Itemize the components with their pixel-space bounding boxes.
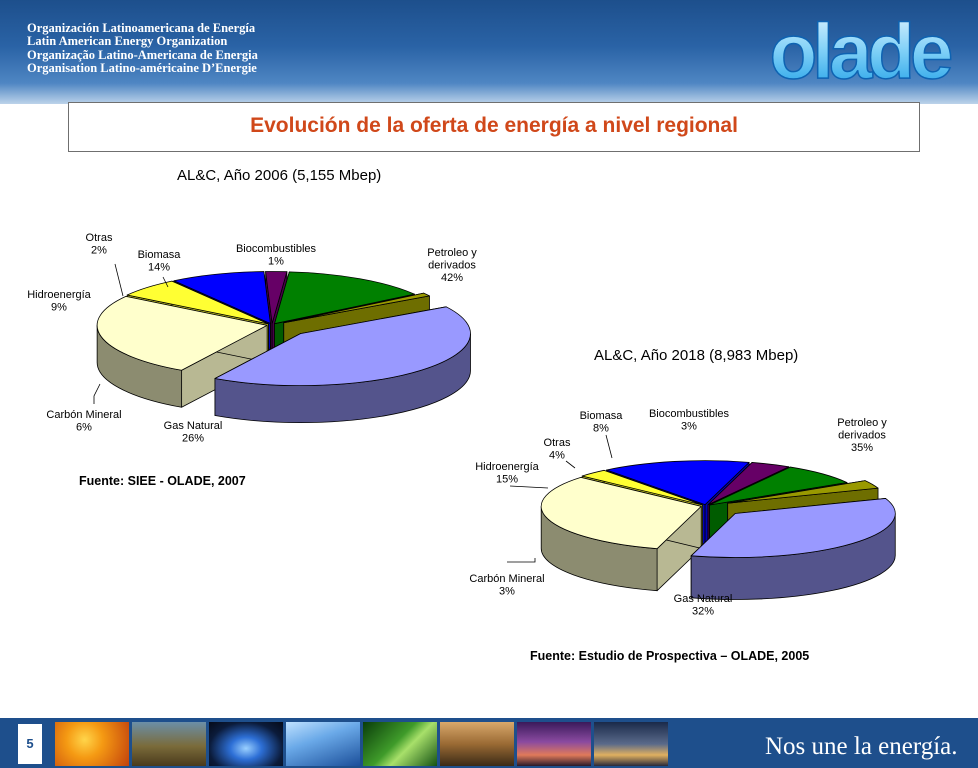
- mining-truck-photo: [440, 722, 514, 766]
- chart2-slice-hidroenergia: [606, 460, 750, 506]
- power-lines-photo: [517, 722, 591, 766]
- chart1-label-gas-natural-name: Gas Natural: [164, 420, 223, 432]
- chart1-slice-otras: [265, 271, 288, 324]
- chart2-label-petroleo-y-derivados-name-0: Petroleo y: [837, 417, 887, 429]
- oil-pumps-photo: [132, 722, 206, 766]
- chart1-slice-biomasa: [274, 271, 415, 325]
- chart1-slice-biocombustibles: [283, 292, 430, 324]
- chart1-label-petroleo-y-derivados-name-1: derivados: [428, 260, 476, 272]
- chart1-label-hidroenergia-name: Hidroenergía: [27, 289, 91, 301]
- chart1-slice-gas-natural: [96, 296, 268, 371]
- chart2-label-biomasa-value: 8%: [593, 423, 609, 435]
- chart2-label-otras-value: 4%: [549, 450, 565, 462]
- chart1-label-biomasa-leader: [162, 276, 169, 288]
- chart1-source: Fuente: SIEE - OLADE, 2007: [79, 474, 246, 488]
- org-name-fr: Organisation Latino-américaine D’Energie: [27, 61, 257, 76]
- logo-text: olade: [770, 12, 951, 90]
- chart1-label-gas-natural-value: 26%: [182, 433, 204, 445]
- slogan: Nos une la energía.: [765, 733, 958, 760]
- chart2-label-hidroenergia-value: 15%: [496, 474, 518, 486]
- chart2-slice-carbon-mineral: [581, 469, 703, 506]
- chart2-label-carbon-mineral-leader: [507, 558, 536, 563]
- chart2-label-biocombustibles-value: 3%: [681, 421, 697, 433]
- chart1-tops: [96, 271, 471, 386]
- chart2-label-biomasa-name: Biomasa: [580, 410, 624, 422]
- organization-names: Organización Latinoamericana de Energía …: [27, 21, 258, 76]
- chart2-label-biocombustibles-name: Biocombustibles: [649, 408, 730, 420]
- chart2-slice-biocombustibles: [727, 480, 879, 504]
- chart1-slice-petroleo-y-derivados: [214, 306, 471, 386]
- chart2-label-carbon-mineral-name: Carbón Mineral: [469, 573, 544, 585]
- chart1-label-petroleo-y-derivados-value: 42%: [441, 272, 463, 284]
- org-name-en: Latin American Energy Organization: [27, 34, 228, 49]
- chart1-label-petroleo-y-derivados-name-0: Petroleo y: [427, 247, 477, 259]
- chart2-slice-petroleo-y-derivados: [690, 498, 896, 558]
- page-title: Evolución de la oferta de energía a nive…: [250, 114, 738, 137]
- chart2-label-hidroenergia-name: Hidroenergía: [475, 461, 539, 473]
- pie-chart-2018: AL&C, Año 2018 (8,983 Mbep) Petroleo y der…: [469, 347, 896, 618]
- chart2-source: Fuente: Estudio de Prospectiva – OLADE, …: [530, 649, 810, 663]
- chart2-label-gas-natural: Gas Natural 32%: [674, 593, 733, 618]
- chart1-label-otras: Otras 2%: [86, 232, 113, 257]
- chart2-slice-biomasa: [709, 466, 848, 506]
- chart2-slice-gas-natural: [540, 477, 702, 550]
- chart1-label-hidroenergia: Hidroenergía 9%: [27, 289, 91, 314]
- chart1-label-otras-name: Otras: [86, 232, 113, 244]
- chart2-label-biomasa-leader: [605, 434, 613, 459]
- chart2-label-petroleo-y-derivados-name-1: derivados: [838, 430, 886, 442]
- chart2-tops: [540, 460, 896, 558]
- chart1-label-biomasa-name: Biomasa: [138, 249, 182, 261]
- gas-flame-photo: [209, 722, 283, 766]
- org-name-pt: Organização Latino-Americana de Energia: [27, 47, 258, 62]
- chart1-label-biomasa-value: 14%: [148, 262, 170, 274]
- chart1-label-otras-leader: [114, 263, 124, 297]
- wind-turbine-photo: [55, 722, 129, 766]
- chart2-label-hidroenergia: Hidroenergía 15%: [475, 461, 539, 486]
- chart1-slice-hidroenergia: [173, 271, 271, 324]
- org-name-es: Organización Latinoamericana de Energía: [27, 21, 256, 35]
- chart2-label-carbon-mineral-value: 3%: [499, 586, 515, 598]
- chart2-label-otras-leader: [565, 460, 576, 469]
- chart2-label-petroleo-y-derivados-value: 35%: [851, 442, 873, 454]
- chart1-label-petroleo-y-derivados: Petroleo y derivados 42%: [427, 247, 477, 284]
- header-banner: Organización Latinoamericana de Energía …: [0, 0, 978, 104]
- chart2-label-biomasa: Biomasa 8%: [580, 410, 624, 435]
- chart2-title: AL&C, Año 2018 (8,983 Mbep): [594, 347, 798, 364]
- chart1-label-biomasa: Biomasa 14%: [138, 249, 182, 274]
- chart1-slice-carbon-mineral: [126, 280, 269, 325]
- chart1-label-carbon-mineral: Carbón Mineral 6%: [46, 409, 121, 434]
- chart1-label-gas-natural: Gas Natural 26%: [164, 420, 223, 445]
- chart1-label-carbon-mineral-leader: [93, 383, 101, 404]
- solar-panels-photo: [286, 722, 360, 766]
- chart1-title: AL&C, Año 2006 (5,155 Mbep): [177, 167, 381, 184]
- chart2-label-petroleo-y-derivados: Petroleo y derivados 35%: [837, 417, 887, 454]
- chart1-label-hidroenergia-value: 9%: [51, 302, 67, 314]
- leaf-photo: [363, 722, 437, 766]
- chart2-label-gas-natural-value: 32%: [692, 606, 714, 618]
- chart1-label-carbon-mineral-value: 6%: [76, 422, 92, 434]
- chart1-label-biocombustibles: Biocombustibles 1%: [236, 243, 317, 268]
- chart1-label-carbon-mineral-name: Carbón Mineral: [46, 409, 121, 421]
- pie-chart-2006: AL&C, Año 2006 (5,155 Mbep) Petroleo y der…: [27, 167, 477, 445]
- olade-logo: olade: [769, 12, 957, 90]
- chart1-label-biocombustibles-value: 1%: [268, 256, 284, 268]
- chart1-label-biocombustibles-name: Biocombustibles: [236, 243, 317, 255]
- title-box: Evolución de la oferta de energía a nive…: [68, 102, 920, 152]
- chart2-label-otras: Otras 4%: [544, 437, 571, 462]
- chart2-label-biocombustibles: Biocombustibles 3%: [649, 408, 730, 433]
- chart2-label-otras-name: Otras: [544, 437, 571, 449]
- chart2-label-hidroenergia-leader: [509, 485, 549, 489]
- chart2-label-gas-natural-name: Gas Natural: [674, 593, 733, 605]
- chart2-slice-otras: [707, 462, 790, 506]
- chart2-label-carbon-mineral: Carbón Mineral 3%: [469, 573, 544, 598]
- chart1-label-otras-value: 2%: [91, 245, 107, 257]
- page-number: 5: [18, 724, 42, 764]
- refinery-photo: [594, 722, 668, 766]
